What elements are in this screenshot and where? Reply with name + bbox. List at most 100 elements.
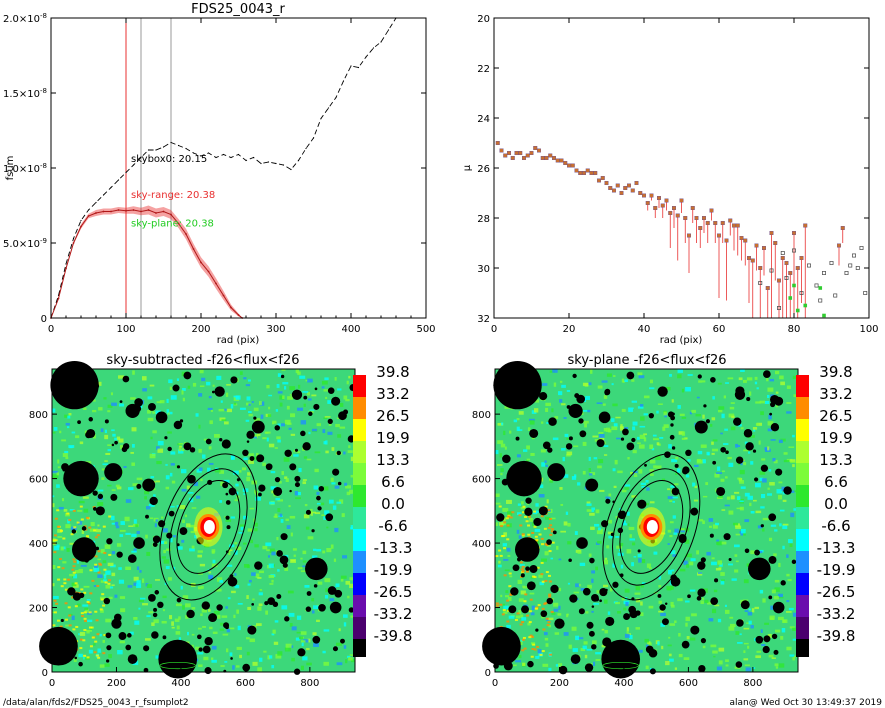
image-noise-pixel (52, 503, 55, 508)
image-noise-pixel (658, 610, 664, 613)
image-mask-blob (734, 417, 740, 423)
image-noise-pixel (600, 528, 603, 532)
image-noise-pixel (198, 393, 203, 397)
image-noise-pixel (150, 436, 153, 440)
mu-point (735, 223, 740, 228)
image-noise-pixel (73, 658, 77, 662)
image-noise-pixel (57, 466, 61, 469)
image-noise-pixel (747, 564, 750, 567)
image-noise-pixel (749, 502, 752, 507)
fsum-dashed-point (350, 65, 352, 67)
image-noise-pixel (100, 428, 104, 433)
image-noise-pixel (531, 436, 535, 440)
mu-point (600, 175, 605, 180)
image-ytick-label: 0 (485, 668, 491, 679)
image-noise-pixel (716, 541, 719, 545)
image-noise-pixel (761, 643, 766, 646)
image-noise-pixel (627, 457, 630, 460)
image-noise-pixel (608, 519, 613, 524)
image-noise-pixel (722, 470, 725, 473)
image-noise-pixel (53, 427, 58, 431)
image-noise-pixel (727, 456, 732, 460)
image-noise-pixel (195, 413, 199, 417)
image-noise-pixel (521, 638, 525, 641)
galaxy-saturated-center (203, 519, 215, 534)
image-noise-pixel (349, 489, 353, 494)
image-noise-pixel (767, 493, 773, 496)
image-noise-pixel (230, 516, 236, 519)
image-noise-pixel (790, 512, 795, 518)
image-noise-pixel (510, 407, 513, 410)
image-mask-blob (125, 644, 132, 651)
image-noise-pixel (598, 459, 604, 464)
image-noise-pixel (625, 601, 629, 607)
image-noise-pixel (311, 428, 317, 432)
image-noise-pixel (617, 470, 623, 474)
image-noise-pixel (237, 625, 241, 631)
image-noise-pixel (339, 402, 344, 407)
image-noise-pixel (507, 554, 511, 557)
mu-point (522, 155, 527, 160)
image-noise-pixel (313, 485, 319, 490)
image-mask-blob (723, 533, 731, 541)
image-mask-blob (258, 492, 262, 497)
colorbar-label: -39.8 (817, 627, 856, 645)
image-noise-pixel (84, 657, 90, 660)
fsum-ytick-label: 0 (41, 314, 47, 325)
image-noise-pixel (696, 550, 699, 555)
image-mask-blob (493, 382, 499, 388)
image-noise-pixel (668, 636, 671, 639)
image-noise-pixel (343, 395, 348, 400)
image-noise-pixel (724, 428, 728, 431)
footer-path: /data/alan/fds2/FDS25_0043_r_fsumplot2 (3, 698, 189, 708)
image-noise-pixel (307, 398, 312, 401)
image-noise-pixel (117, 649, 123, 655)
image-noise-pixel (303, 639, 309, 643)
image-noise-pixel (245, 419, 250, 422)
image-noise-pixel (154, 579, 160, 581)
image-noise-pixel (710, 644, 717, 648)
image-mask-blob (85, 431, 92, 439)
image-noise-pixel (208, 571, 212, 574)
galaxy-saturated-center (646, 519, 658, 534)
image-noise-pixel (120, 608, 126, 613)
image-noise-pixel (649, 379, 653, 384)
image-noise-pixel (166, 409, 169, 413)
image-noise-pixel (674, 483, 679, 486)
image-noise-pixel (260, 414, 264, 419)
image-noise-pixel (275, 654, 282, 659)
image-noise-pixel (531, 605, 536, 611)
image-noise-pixel (717, 382, 722, 385)
image-noise-pixel (709, 525, 712, 528)
image-noise-pixel (169, 472, 173, 477)
fsum-dashed-point (95, 201, 97, 204)
image-noise-pixel (310, 508, 313, 513)
image-noise-pixel (729, 406, 735, 410)
image-noise-pixel (595, 652, 601, 655)
image-mask-blob (71, 529, 77, 534)
image-mask-blob (67, 587, 76, 596)
image-noise-pixel (743, 627, 750, 630)
image-noise-pixel (754, 376, 758, 380)
image-noise-pixel (178, 443, 184, 445)
image-mask-blob (63, 460, 99, 497)
image-noise-pixel (211, 549, 216, 553)
image-noise-pixel (136, 530, 140, 535)
image-noise-pixel (221, 419, 227, 421)
mu-point (664, 198, 669, 203)
image-noise-pixel (175, 603, 182, 607)
image-noise-pixel (337, 434, 342, 438)
image-noise-pixel (627, 523, 630, 526)
image-noise-pixel (322, 650, 326, 654)
image-noise-pixel (100, 598, 104, 601)
image-noise-pixel (182, 388, 186, 391)
image-noise-pixel (239, 407, 246, 410)
image-noise-pixel (680, 530, 685, 533)
image-noise-pixel (229, 544, 235, 548)
image-noise-pixel (721, 509, 726, 511)
image-noise-pixel (638, 558, 642, 563)
image-noise-pixel (503, 611, 508, 614)
image-noise-pixel (331, 447, 335, 451)
image-mask-blob (700, 638, 706, 644)
